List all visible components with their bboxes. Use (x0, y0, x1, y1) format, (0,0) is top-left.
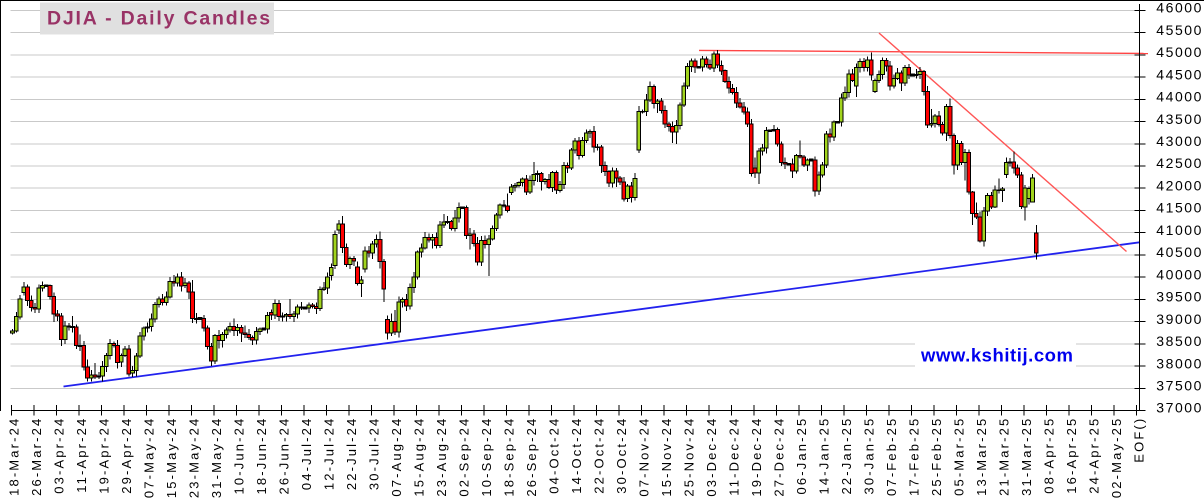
svg-text:42500: 42500 (1156, 155, 1203, 171)
svg-text:18-Mar-24: 18-Mar-24 (6, 417, 21, 496)
svg-text:26-Mar-24: 26-Mar-24 (29, 417, 44, 496)
svg-text:06-Jan-25: 06-Jan-25 (794, 417, 809, 495)
svg-text:07-Aug-24: 07-Aug-24 (389, 417, 404, 497)
svg-text:38500: 38500 (1156, 333, 1203, 349)
svg-text:46000: 46000 (1156, 0, 1203, 16)
svg-text:08-Apr-25: 08-Apr-25 (1041, 417, 1056, 494)
svg-text:15-Nov-24: 15-Nov-24 (659, 417, 674, 497)
svg-text:03-Apr-24: 03-Apr-24 (51, 417, 66, 494)
svg-text:14-Oct-24: 14-Oct-24 (569, 417, 584, 494)
svg-text:15-Aug-24: 15-Aug-24 (411, 417, 426, 497)
svg-text:17-Feb-25: 17-Feb-25 (906, 417, 921, 496)
svg-text:07-May-24: 07-May-24 (141, 417, 156, 499)
svg-text:40500: 40500 (1156, 244, 1203, 260)
svg-text:23-May-24: 23-May-24 (186, 417, 201, 499)
svg-text:25-Feb-25: 25-Feb-25 (929, 417, 944, 496)
svg-text:26-Sep-24: 26-Sep-24 (524, 417, 539, 497)
svg-text:18-Sep-24: 18-Sep-24 (501, 417, 516, 497)
svg-text:07-Nov-24: 07-Nov-24 (636, 417, 651, 497)
svg-text:30-Jul-24: 30-Jul-24 (366, 417, 381, 491)
svg-text:22-Jul-24: 22-Jul-24 (344, 417, 359, 491)
svg-text:37000: 37000 (1156, 400, 1203, 416)
svg-text:23-Aug-24: 23-Aug-24 (434, 417, 449, 497)
svg-text:31-May-24: 31-May-24 (209, 417, 224, 499)
svg-text:30-Oct-24: 30-Oct-24 (614, 417, 629, 494)
svg-text:30-Jan-25: 30-Jan-25 (861, 417, 876, 495)
svg-text:26-Jun-24: 26-Jun-24 (276, 417, 291, 495)
svg-text:31-Mar-25: 31-Mar-25 (1019, 417, 1034, 496)
svg-text:40000: 40000 (1156, 266, 1203, 282)
svg-text:21-Mar-25: 21-Mar-25 (996, 417, 1011, 496)
svg-text:37500: 37500 (1156, 378, 1203, 394)
svg-text:11-Apr-24: 11-Apr-24 (74, 417, 89, 493)
svg-text:38000: 38000 (1156, 355, 1203, 371)
svg-text:04-Oct-24: 04-Oct-24 (546, 417, 561, 494)
svg-text:24-Apr-25: 24-Apr-25 (1086, 417, 1101, 494)
svg-text:18-Jun-24: 18-Jun-24 (254, 417, 269, 495)
svg-text:43000: 43000 (1156, 133, 1203, 149)
svg-text:39500: 39500 (1156, 289, 1203, 305)
svg-text:EOF(): EOF() (1131, 417, 1146, 463)
svg-text:www.kshitij.com: www.kshitij.com (920, 345, 1074, 366)
svg-text:07-Feb-25: 07-Feb-25 (884, 417, 899, 496)
svg-text:02-May-25: 02-May-25 (1109, 417, 1124, 499)
svg-text:44000: 44000 (1156, 89, 1203, 105)
svg-text:43500: 43500 (1156, 111, 1203, 127)
svg-text:13-Mar-25: 13-Mar-25 (974, 417, 989, 496)
svg-text:25-Nov-24: 25-Nov-24 (681, 417, 696, 497)
svg-text:41500: 41500 (1156, 200, 1203, 216)
svg-text:44500: 44500 (1156, 66, 1203, 82)
svg-text:04-Jul-24: 04-Jul-24 (299, 417, 314, 491)
svg-text:41000: 41000 (1156, 222, 1203, 238)
svg-text:22-Jan-25: 22-Jan-25 (839, 417, 854, 495)
svg-text:05-Mar-25: 05-Mar-25 (951, 417, 966, 496)
svg-text:22-Oct-24: 22-Oct-24 (591, 417, 606, 494)
svg-text:11-Dec-24: 11-Dec-24 (726, 417, 741, 496)
svg-text:02-Sep-24: 02-Sep-24 (456, 417, 471, 497)
svg-text:42000: 42000 (1156, 177, 1203, 193)
svg-text:19-Dec-24: 19-Dec-24 (749, 417, 764, 497)
svg-text:14-Jan-25: 14-Jan-25 (816, 417, 831, 495)
svg-text:15-May-24: 15-May-24 (164, 417, 179, 499)
svg-text:27-Dec-24: 27-Dec-24 (771, 417, 786, 497)
svg-text:29-Apr-24: 29-Apr-24 (119, 417, 134, 494)
svg-text:10-Jun-24: 10-Jun-24 (231, 417, 246, 495)
svg-text:DJIA - Daily Candles: DJIA - Daily Candles (47, 8, 272, 30)
svg-text:45000: 45000 (1156, 44, 1203, 60)
svg-text:03-Dec-24: 03-Dec-24 (704, 417, 719, 497)
svg-text:45500: 45500 (1156, 22, 1203, 38)
svg-text:10-Sep-24: 10-Sep-24 (479, 417, 494, 497)
svg-text:12-Jul-24: 12-Jul-24 (321, 417, 336, 491)
svg-text:19-Apr-24: 19-Apr-24 (96, 417, 111, 494)
svg-text:39000: 39000 (1156, 311, 1203, 327)
svg-text:16-Apr-25: 16-Apr-25 (1064, 417, 1079, 494)
